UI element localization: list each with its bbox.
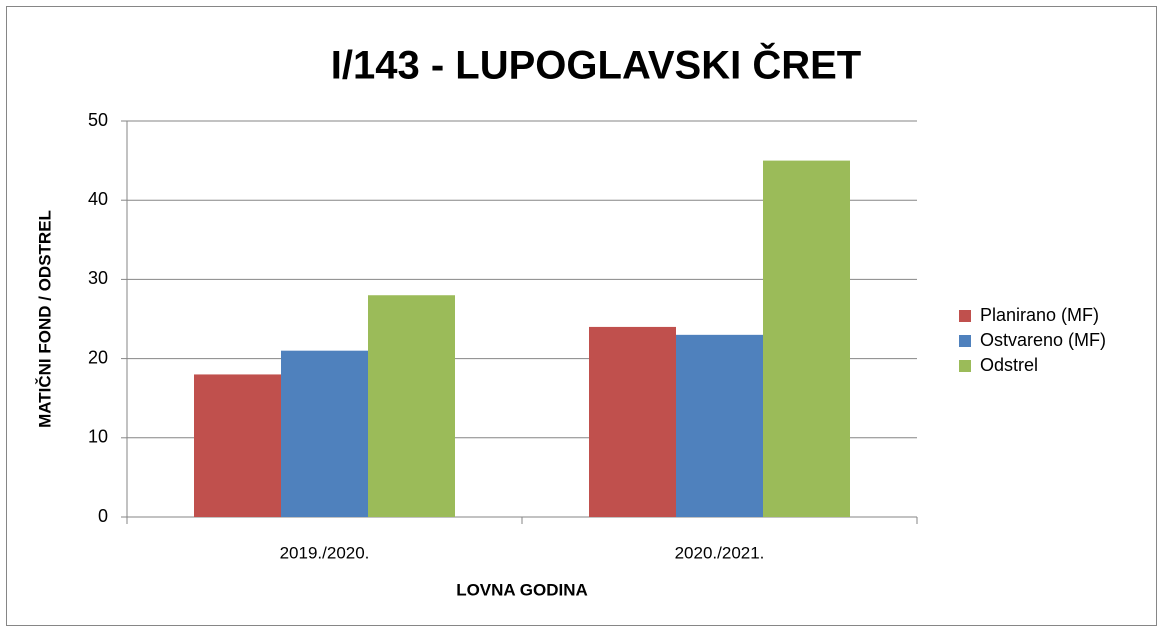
y-tick-label: 10 — [88, 427, 108, 447]
x-tick-label: 2019./2020. — [280, 543, 370, 562]
legend-swatch — [959, 310, 971, 322]
legend-swatch — [959, 335, 971, 347]
bar — [194, 374, 281, 517]
bar — [676, 334, 763, 517]
bar — [763, 160, 850, 517]
legend-label: Planirano (MF) — [980, 305, 1099, 325]
y-tick-label: 0 — [98, 506, 108, 526]
y-tick-label: 40 — [88, 189, 108, 209]
x-tick-label: 2020./2021. — [675, 543, 765, 562]
y-axis-label: MATIČNI FOND / ODSTREL — [35, 210, 54, 428]
x-axis-label: LOVNA GODINA — [456, 580, 588, 599]
y-tick-label: 50 — [88, 110, 108, 130]
bar — [368, 295, 455, 517]
legend-swatch — [959, 360, 971, 372]
legend-label: Ostvareno (MF) — [980, 330, 1106, 350]
chart-title: I/143 - LUPOGLAVSKI ČRET — [331, 42, 861, 88]
bar — [589, 326, 676, 517]
y-tick-label: 30 — [88, 268, 108, 288]
y-tick-label: 20 — [88, 347, 108, 367]
legend-label: Odstrel — [980, 355, 1038, 375]
bar — [281, 350, 368, 517]
